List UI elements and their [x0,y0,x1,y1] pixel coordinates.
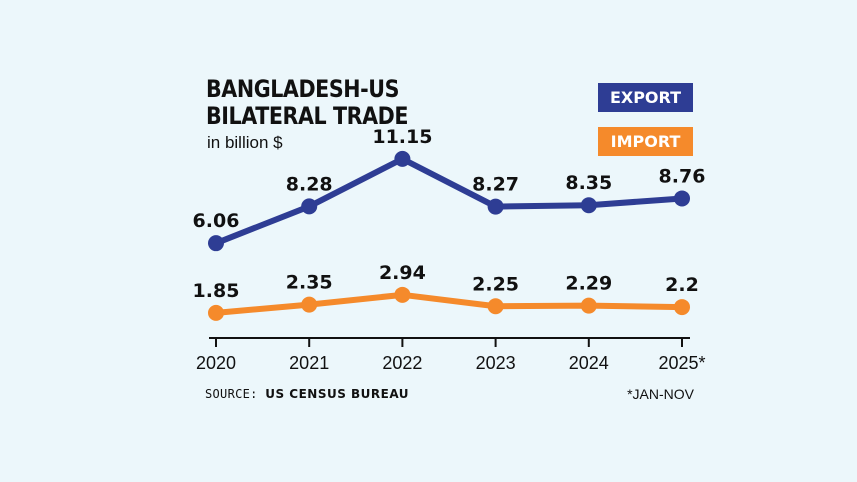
source-label: SOURCE: [205,387,258,401]
data-point-export [487,198,504,215]
data-label-import: 2.29 [565,273,612,295]
x-tick-label: 2023 [476,353,516,373]
chart-title-line-1: BANGLADESH-US [206,75,400,103]
data-point-import [580,297,597,314]
data-point-export [580,197,597,214]
series-line-import [213,291,685,316]
x-tick-label: 2022 [382,353,422,373]
data-label-export: 8.76 [659,165,706,187]
footnote: *JAN-NOV [627,386,694,402]
x-tick-label: 2024 [569,353,609,373]
data-label-import: 2.35 [286,272,333,294]
data-label-import: 2.94 [379,262,426,284]
legend-export: EXPORT [598,83,693,112]
data-point-import [301,296,318,313]
x-tick-label: 2020 [196,353,236,373]
data-label-import: 1.85 [193,280,240,302]
source-note: SOURCE: US CENSUS BUREAU [205,387,409,401]
chart-title: BANGLADESH-US BILATERAL TRADE [206,76,408,130]
data-label-export: 6.06 [193,210,240,232]
legend-import: IMPORT [598,127,693,156]
x-tick-label: 2025* [658,353,705,373]
data-point-import [394,286,411,303]
data-point-export [394,150,411,167]
source-value: US CENSUS BUREAU [265,387,410,401]
data-label-export: 8.28 [286,173,333,195]
data-point-export [208,235,224,252]
data-label-export: 8.35 [565,172,612,194]
chart-title-line-2: BILATERAL TRADE [206,102,409,130]
series-line-export [213,155,685,247]
data-point-import [487,298,504,315]
data-point-import [208,304,224,321]
chart-subtitle: in billion $ [207,133,283,152]
data-label-export: 11.15 [372,126,432,148]
x-tick-label: 2021 [289,353,329,373]
data-label-import: 2.25 [472,273,519,295]
data-label-import: 2.2 [665,274,699,296]
data-label-export: 8.27 [472,174,519,196]
data-point-export [301,198,318,215]
data-point-export [674,190,690,207]
data-point-import [674,299,690,316]
